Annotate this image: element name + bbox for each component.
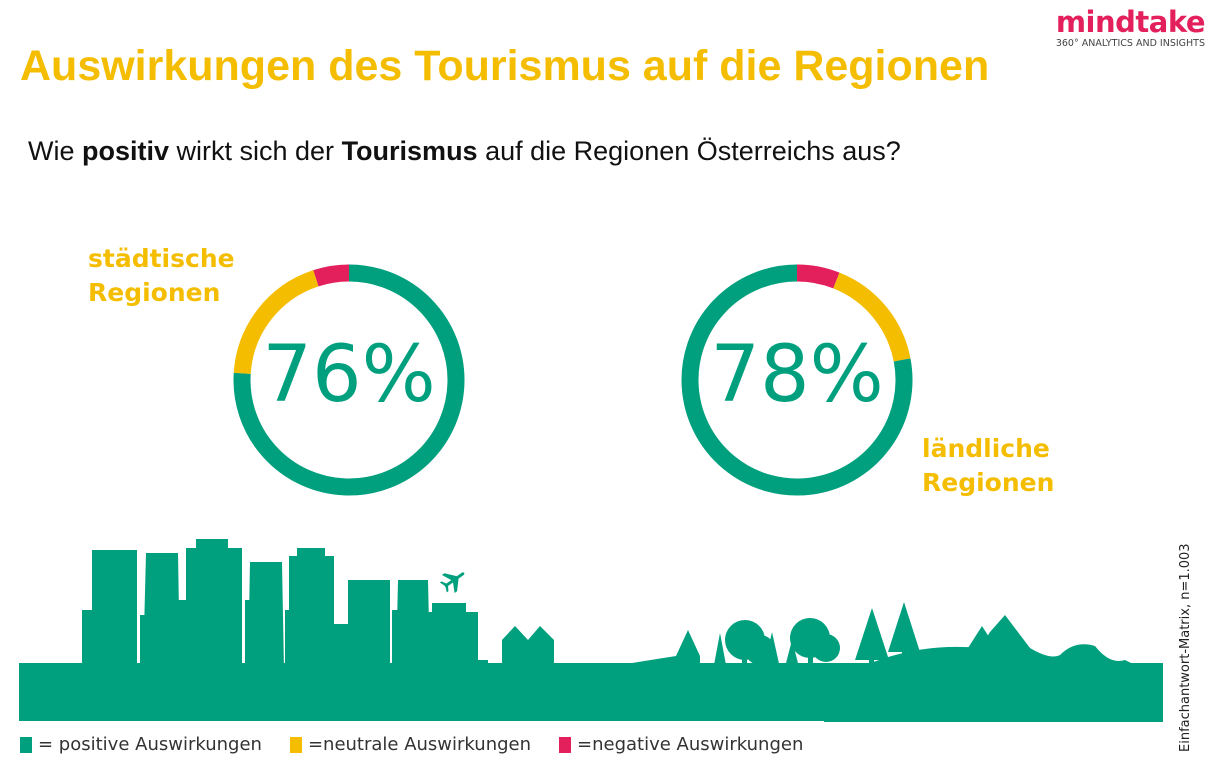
legend-label: =neutrale Auswirkungen <box>307 734 532 755</box>
legend-item-neutral: =neutrale Auswirkungen <box>289 734 532 755</box>
legend-swatch <box>289 736 302 753</box>
subtitle-bold: Tourismus <box>341 136 478 166</box>
label-line: ländliche <box>922 434 1050 463</box>
urban-regions-label: städtische Regionen <box>88 242 235 310</box>
subtitle-bold: positiv <box>82 136 170 166</box>
mindtake-logo: mindtake 360° ANALYTICS AND INSIGHTS <box>1055 5 1206 50</box>
donut-slice-positive <box>233 264 465 496</box>
subtitle-part: wirkt sich der <box>169 136 342 166</box>
legend-item-negative: =negative Auswirkungen <box>559 734 803 755</box>
legend-label: =negative Auswirkungen <box>577 734 804 755</box>
rural-positive-percent: 78% <box>710 330 884 420</box>
legend-swatch <box>20 736 32 753</box>
subtitle-part: auf die Regionen Österreichs aus? <box>477 136 901 166</box>
donut-slice-neutrale <box>833 272 911 362</box>
donut-slice-positive <box>681 264 913 496</box>
label-line: Regionen <box>88 278 221 307</box>
method-note: Einfachantwort-Matrix, n=1.003 <box>1178 543 1193 752</box>
logo-word: mindtake <box>1055 5 1206 39</box>
legend-swatch <box>559 736 572 753</box>
logo-tagline: 360° ANALYTICS AND INSIGHTS <box>1055 38 1205 49</box>
donut-slice-negative <box>313 264 350 287</box>
question-text: Wie positiv wirkt sich der Tourismus auf… <box>28 136 901 167</box>
label-line: Regionen <box>922 468 1055 497</box>
legend: = positive Auswirkungen =neutrale Auswir… <box>20 734 803 755</box>
city-skyline-illustration <box>19 539 1163 722</box>
airplane-icon <box>439 572 465 594</box>
legend-item-positive: = positive Auswirkungen <box>20 734 262 755</box>
subtitle-part: Wie <box>28 136 82 166</box>
urban-positive-percent: 76% <box>262 330 436 420</box>
donut-slice-neutrale <box>233 270 319 375</box>
label-line: städtische <box>88 244 235 273</box>
page-title: Auswirkungen des Tourismus auf die Regio… <box>20 42 990 90</box>
donut-slice-negative <box>796 264 840 289</box>
legend-label: = positive Auswirkungen <box>38 734 262 755</box>
rural-regions-label: ländliche Regionen <box>922 432 1054 500</box>
